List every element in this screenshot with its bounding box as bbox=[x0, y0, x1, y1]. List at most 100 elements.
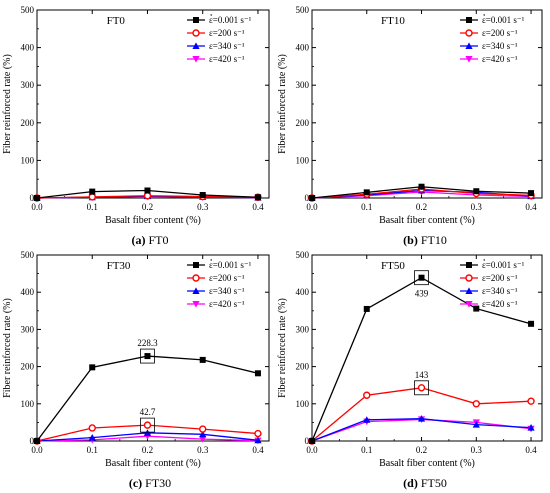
data-point-series-2 bbox=[88, 193, 96, 201]
y-tick-label: 400 bbox=[21, 43, 35, 53]
panel-caption: (c) FT30 bbox=[129, 476, 171, 490]
legend-label: ε=340 s⁻¹ bbox=[482, 286, 518, 296]
data-point-series-3 bbox=[254, 436, 262, 444]
data-point-series-1 bbox=[418, 274, 425, 281]
x-axis-title: Basalt fiber content (%) bbox=[105, 215, 201, 226]
legend-marker bbox=[465, 301, 473, 308]
data-point-series-1 bbox=[34, 438, 40, 444]
y-axis-title: Fiber reinforced rate (%) bbox=[277, 298, 288, 398]
x-tick-label: 0.0 bbox=[306, 445, 318, 455]
legend-label: ε=420 s⁻¹ bbox=[482, 299, 518, 309]
rate-dot bbox=[483, 259, 485, 261]
legend-marker bbox=[465, 274, 473, 282]
data-point-series-3 bbox=[143, 429, 152, 436]
y-tick-label: 0 bbox=[305, 436, 310, 446]
legend-marker bbox=[192, 274, 200, 282]
data-point-series-1 bbox=[363, 305, 370, 312]
x-tick-label: 0.2 bbox=[142, 445, 153, 455]
chart-panel-1: 0.0 0.1 0.2 0.3 0.4 0 100 200 300 400 500 Basalt fi… bbox=[2, 5, 270, 247]
data-point-series-2 bbox=[143, 421, 152, 429]
data-point-series-3 bbox=[527, 424, 535, 431]
legend-marker bbox=[192, 56, 200, 63]
data-point-series-1 bbox=[528, 320, 535, 327]
y-tick-label: 400 bbox=[296, 43, 310, 53]
annotation-box bbox=[414, 270, 429, 286]
legend-label: ε=340 s⁻¹ bbox=[209, 41, 245, 51]
legend-marker bbox=[192, 42, 200, 49]
data-point-series-2 bbox=[88, 424, 96, 432]
data-point-series-2 bbox=[527, 397, 535, 405]
legend-label: ε=200 s⁻¹ bbox=[209, 28, 245, 38]
annotation-label: 143 bbox=[415, 370, 429, 380]
caption-text: FT0 bbox=[148, 233, 168, 247]
data-point-series-1 bbox=[363, 189, 370, 196]
x-tick-label: 0.0 bbox=[31, 202, 43, 212]
x-tick-label: 0.4 bbox=[525, 202, 537, 212]
plot-frame bbox=[36, 9, 270, 199]
x-tick-label: 0.2 bbox=[416, 202, 427, 212]
caption-letter: (a) bbox=[131, 233, 145, 247]
legend-marker bbox=[465, 56, 473, 63]
legend-marker bbox=[192, 301, 200, 308]
data-point-series-1 bbox=[34, 195, 40, 201]
chart-panel-4: 0.0 0.1 0.2 0.3 0.4 0 100 200 300 400 500 Basalt fi… bbox=[277, 250, 543, 490]
x-tick-label: 0.3 bbox=[197, 445, 209, 455]
panel-label: FT30 bbox=[107, 260, 131, 272]
annotation-box bbox=[414, 380, 429, 396]
annotation-label: 439 bbox=[415, 289, 429, 299]
data-point-series-1 bbox=[199, 356, 206, 363]
caption-letter: (d) bbox=[403, 476, 418, 490]
x-tick-label: 0.4 bbox=[525, 445, 537, 455]
panel-caption: (b) FT10 bbox=[403, 233, 447, 247]
series-line-2 bbox=[311, 387, 532, 442]
y-tick-label: 100 bbox=[21, 155, 35, 165]
data-point-series-2 bbox=[417, 384, 426, 392]
y-tick-label: 0 bbox=[30, 193, 35, 203]
legend-marker bbox=[465, 29, 473, 37]
rate-dot bbox=[210, 14, 212, 16]
legend-marker bbox=[466, 17, 472, 23]
y-tick-label: 100 bbox=[296, 399, 310, 409]
x-tick-label: 0.3 bbox=[471, 445, 483, 455]
x-tick-label: 0.4 bbox=[252, 202, 264, 212]
data-point-series-1 bbox=[199, 191, 206, 198]
data-point-series-1 bbox=[473, 188, 480, 195]
x-tick-label: 0.1 bbox=[361, 202, 372, 212]
data-point-series-1 bbox=[254, 194, 261, 201]
y-axis-title: Fiber reinforced rate (%) bbox=[2, 298, 13, 398]
x-tick-label: 0.3 bbox=[197, 202, 209, 212]
data-point-series-3 bbox=[199, 430, 207, 438]
x-axis-title: Basalt fiber content (%) bbox=[379, 458, 475, 469]
y-tick-label: 500 bbox=[296, 250, 310, 260]
y-tick-label: 200 bbox=[21, 362, 35, 372]
data-point-series-1 bbox=[418, 183, 425, 190]
data-point-series-4 bbox=[199, 436, 207, 443]
data-point-series-1 bbox=[309, 195, 315, 201]
x-tick-label: 0.1 bbox=[87, 445, 98, 455]
legend-label: ε=0.001 s⁻¹ bbox=[209, 260, 252, 270]
legend-label: ε=0.001 s⁻¹ bbox=[209, 15, 252, 25]
caption-letter: (c) bbox=[129, 476, 142, 490]
data-point-series-1 bbox=[309, 438, 315, 444]
data-point-series-2 bbox=[472, 400, 480, 408]
legend-marker bbox=[465, 287, 473, 294]
x-axis-title: Basalt fiber content (%) bbox=[379, 215, 475, 226]
y-tick-label: 0 bbox=[305, 193, 310, 203]
annotation-box bbox=[140, 417, 155, 433]
y-tick-label: 200 bbox=[21, 118, 35, 128]
data-point-series-1 bbox=[144, 187, 151, 194]
data-point-series-1 bbox=[473, 305, 480, 312]
chart-panel-2: 0.0 0.1 0.2 0.3 0.4 0 100 200 300 400 500 Basalt fi… bbox=[277, 5, 543, 247]
panel-caption: (d) FT50 bbox=[403, 476, 447, 490]
legend-marker bbox=[192, 29, 200, 37]
y-axis-title: Fiber reinforced rate (%) bbox=[277, 54, 288, 154]
panel-label: FT10 bbox=[381, 15, 405, 27]
y-tick-label: 400 bbox=[21, 287, 35, 297]
data-point-series-1 bbox=[89, 188, 96, 195]
legend-label: ε=420 s⁻¹ bbox=[482, 54, 518, 64]
legend-label: ε=200 s⁻¹ bbox=[482, 273, 518, 283]
caption-text: FT10 bbox=[421, 233, 447, 247]
annotation-label: 42.7 bbox=[140, 407, 156, 417]
x-axis-title: Basalt fiber content (%) bbox=[105, 458, 201, 469]
